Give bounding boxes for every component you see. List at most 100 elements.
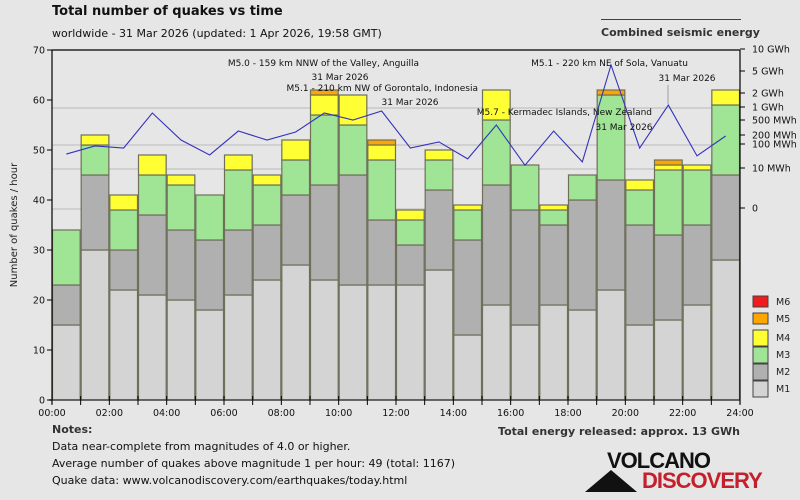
- bar-segment-m1: [395, 284, 425, 401]
- y-tick-label: 50: [33, 146, 45, 157]
- bar-segment-m1: [596, 289, 626, 401]
- bar-segment-m1: [109, 289, 139, 401]
- bar-segment-m4: [309, 94, 339, 116]
- bar-segment-m5: [367, 139, 397, 146]
- y-tick-label: 30: [33, 246, 45, 257]
- axes: 0 10 20 30 40 50 60 70 00:00 02:00 04:00 06:00 08:00…: [33, 45, 797, 420]
- y-tick-label: 0: [39, 396, 45, 407]
- note-completeness: Data near-complete from magnitudes of 4.…: [52, 440, 351, 453]
- x-tick-label: 20:00: [612, 408, 639, 419]
- bar-segment-m3: [80, 144, 110, 176]
- bar-segment-m2: [395, 244, 425, 286]
- bar-segment-m2: [195, 239, 225, 311]
- bar-segment-m2: [367, 219, 397, 286]
- y-tick-label: 40: [33, 196, 45, 207]
- y-tick-label: 20: [33, 296, 45, 307]
- bar-segment-m1: [195, 309, 225, 401]
- bar-segment-m2: [80, 174, 110, 251]
- quakes-chart: 0 10 20 30 40 50 60 70 00:00 02:00 04:00 06:00 08:00…: [9, 45, 797, 420]
- x-tick-label: 06:00: [210, 408, 237, 419]
- x-tick-label: 24:00: [726, 408, 753, 419]
- bar-segment-m4: [137, 154, 167, 176]
- bar-segment-m3: [567, 174, 597, 201]
- bar-segment-m4: [252, 174, 282, 186]
- bar-segment-m5: [309, 89, 339, 96]
- legend-label-m6: M6: [776, 297, 790, 308]
- annotation-title: M5.0 - 159 km NNW of the Valley, Anguill…: [228, 59, 419, 69]
- annotation-date: 31 Mar 2026: [595, 123, 652, 133]
- legend-label-m2: M2: [776, 367, 790, 378]
- bar-segment-m1: [166, 299, 196, 401]
- bar-segment-m4: [166, 174, 196, 186]
- energy-tick-label: 200 MWh: [752, 131, 797, 142]
- bar-segment-m1: [567, 309, 597, 401]
- bar-segment-m1: [453, 334, 483, 401]
- bar-segment-m1: [367, 284, 397, 401]
- bar-segment-m2: [137, 214, 167, 296]
- x-tick-label: 18:00: [554, 408, 581, 419]
- bar-segment-m4: [625, 179, 655, 191]
- energy-tick-label: 500 MWh: [752, 116, 797, 127]
- bars: [51, 89, 741, 401]
- bar-segment-m3: [539, 209, 569, 226]
- x-tick-label: 10:00: [325, 408, 352, 419]
- bar-segment-m4: [453, 204, 483, 211]
- energy-tick-label: 100 MWh: [752, 140, 797, 151]
- logo-text-discovery: DISCOVERY: [642, 468, 763, 493]
- bar-segment-m2: [51, 284, 81, 326]
- x-tick-label: 14:00: [440, 408, 467, 419]
- bar-segment-m1: [481, 304, 511, 401]
- x-tick-label: 00:00: [38, 408, 65, 419]
- annotation-title: M5.7 - Kermadec Islands, New Zealand: [477, 108, 652, 118]
- note-average: Average number of quakes above magnitude…: [52, 457, 455, 470]
- magnitude-legend: M6 M5 M4 M3 M2 M1: [752, 295, 790, 398]
- bar-segment-m1: [682, 304, 712, 401]
- bar-segment-m3: [281, 159, 311, 196]
- bar-segment-m2: [567, 199, 597, 311]
- bar-segment-m3: [223, 169, 253, 231]
- bar-segment-m4: [367, 144, 397, 161]
- bar-segment-m2: [109, 249, 139, 291]
- bar-segment-m2: [309, 184, 339, 281]
- x-tick-label: 12:00: [382, 408, 409, 419]
- energy-legend-line: [601, 19, 741, 20]
- energy-tick-label: 10 GWh: [752, 45, 790, 56]
- bar-segment-m3: [195, 194, 225, 241]
- y-tick-label: 70: [33, 46, 45, 57]
- chart-title: Total number of quakes vs time: [52, 4, 283, 19]
- bar-segment-m4: [481, 89, 511, 121]
- bar-segment-m4: [281, 139, 311, 161]
- volcanodiscovery-logo: VOLCANO DISCOVERY: [585, 448, 763, 496]
- bar-segment-m3: [625, 189, 655, 226]
- legend-swatch-m3: [752, 346, 769, 364]
- bar-segment-m4: [223, 154, 253, 171]
- energy-tick-label: 5 GWh: [752, 67, 784, 78]
- bar-segment-m1: [80, 249, 110, 401]
- annotations: M5.0 - 159 km NNW of the Valley, Anguill…: [228, 59, 716, 133]
- energy-line-group: [66, 63, 726, 167]
- legend-label-m5: M5: [776, 314, 790, 325]
- annotation-title: M5.1 - 210 km NW of Gorontalo, Indonesia: [287, 84, 478, 94]
- bar-segment-m3: [309, 114, 339, 186]
- y-tick-label: 10: [33, 346, 45, 357]
- bar-segment-m4: [424, 149, 454, 161]
- bar-segment-m3: [252, 184, 282, 226]
- bar-segment-m3: [137, 174, 167, 216]
- bar-segment-m1: [424, 269, 454, 401]
- energy-tick-label: 0: [752, 204, 758, 215]
- bar-segment-m4: [682, 164, 712, 171]
- bar-segment-m5: [653, 159, 683, 166]
- bar-segment-m1: [338, 284, 368, 401]
- note-source: Quake data: www.volcanodiscovery.com/ear…: [52, 474, 408, 487]
- legend-swatch-m2: [752, 363, 769, 381]
- bar-segment-m2: [252, 224, 282, 281]
- bar-segment-m1: [653, 319, 683, 401]
- bar-segment-m4: [109, 194, 139, 211]
- energy-tick-label: 2 GWh: [752, 89, 784, 100]
- x-tick-label: 22:00: [669, 408, 696, 419]
- logo-text-volcano: VOLCANO: [607, 448, 711, 473]
- bar-segment-m3: [481, 119, 511, 186]
- bar-segment-m2: [510, 209, 540, 326]
- bar-segment-m2: [481, 184, 511, 306]
- bar-segment-m2: [625, 224, 655, 326]
